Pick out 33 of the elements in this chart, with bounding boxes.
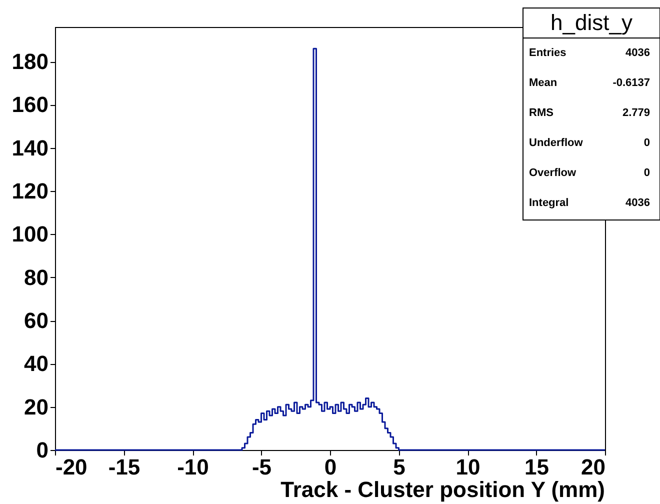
text: 0 (644, 137, 650, 149)
text: -0.6137 (612, 77, 650, 89)
annotation: RMS (529, 107, 554, 119)
y-tick-label: 0 (36, 438, 48, 462)
y-tick-label: 80 (24, 264, 48, 290)
x-tick-label: 5 (393, 454, 406, 480)
annotation: Entries (529, 47, 566, 59)
x-tick-label: 10 (456, 454, 480, 480)
annotation: Overflow (529, 167, 577, 179)
y-tick-label: 140 (12, 135, 48, 160)
y-tick-label: 160 (12, 92, 48, 118)
x-axis-title: Track - Cluster position Y (mm) (280, 477, 605, 502)
annotation: Mean (529, 77, 558, 89)
annotation: h_dist_y (550, 10, 632, 35)
text: 2.779 (622, 107, 650, 119)
x-tick-label: 20 (581, 454, 606, 480)
x-tick-label: -20 (56, 454, 88, 480)
y-tick-label: 120 (12, 178, 48, 204)
x-tick-label: 15 (524, 454, 549, 480)
x-tick-label: -10 (177, 454, 209, 480)
y-tick-label: 60 (24, 308, 48, 334)
y-tick-label: 40 (24, 351, 48, 376)
text: 0 (644, 167, 650, 179)
annotation: Integral (529, 197, 569, 209)
y-tick-label: 180 (12, 49, 48, 74)
text: 4036 (626, 197, 650, 209)
text: 4036 (626, 47, 650, 59)
y-tick-label: 100 (12, 222, 48, 247)
y-tick-label: 20 (24, 394, 48, 420)
x-tick-label: 0 (324, 454, 337, 480)
x-tick-label: -5 (252, 454, 272, 480)
x-tick-label: -15 (108, 454, 140, 480)
annotation: Underflow (529, 137, 584, 149)
